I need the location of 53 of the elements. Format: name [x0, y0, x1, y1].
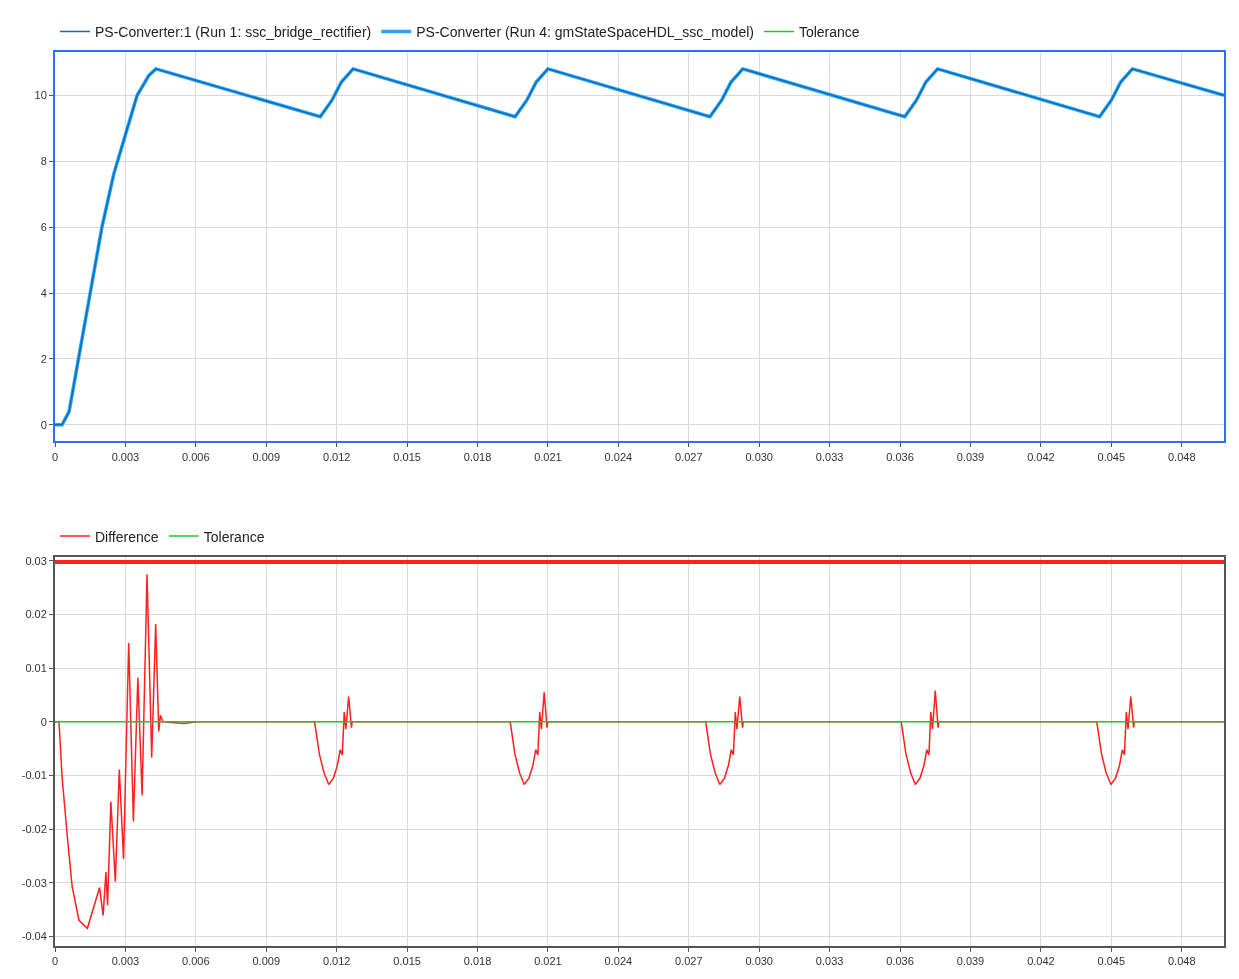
x-tick-label: 0.006 — [182, 955, 210, 968]
y-tick-label: 0.01 — [25, 661, 47, 674]
x-tick-label: 0.030 — [745, 450, 773, 463]
x-tick-label: 0.048 — [1167, 955, 1196, 968]
x-tick-label: 0.003 — [111, 955, 140, 968]
x-tick-label: 0 — [51, 955, 59, 968]
x-tick-label: 0.036 — [886, 450, 914, 463]
x-tick-label: 0.018 — [463, 450, 492, 463]
x-tick-label: 0.042 — [1027, 955, 1055, 968]
x-tick-label: 0.045 — [1097, 955, 1126, 968]
x-tick-label: 0.039 — [956, 450, 985, 463]
x-tick-label: 0.009 — [252, 955, 281, 968]
x-tick-label: 0.039 — [956, 955, 985, 968]
x-tick-label: 0.015 — [393, 955, 421, 968]
legend-label: PS-Converter (Run 4: gmStateSpaceHDL_ssc_model) — [416, 23, 754, 40]
x-tick-label: 0.012 — [322, 450, 351, 463]
legend-label: PS-Converter:1 (Run 1: ssc_bridge_rectifier) — [95, 23, 372, 40]
x-tick-label: 0.009 — [252, 450, 281, 463]
x-tick-label: 0.018 — [463, 955, 492, 968]
legend-label: Tolerance — [203, 528, 265, 545]
x-tick-label: 0.024 — [604, 450, 633, 463]
x-tick-label: 0.036 — [886, 955, 914, 968]
x-tick-label: 0.042 — [1027, 450, 1055, 463]
y-tick-label: 6 — [40, 220, 47, 233]
y-tick-label: -0.04 — [21, 930, 47, 943]
x-tick-label: 0.048 — [1167, 450, 1196, 463]
y-tick-label: 8 — [40, 155, 47, 168]
x-tick-label: 0 — [51, 450, 59, 463]
x-tick-label: 0.027 — [675, 450, 703, 463]
legend-label: Tolerance — [798, 23, 860, 40]
legend-label: Difference — [95, 528, 159, 545]
x-tick-label: 0.012 — [322, 955, 351, 968]
x-tick-label: 0.015 — [393, 450, 421, 463]
x-tick-label: 0.003 — [111, 450, 140, 463]
y-tick-label: 10 — [34, 89, 47, 102]
y-tick-label: -0.02 — [21, 822, 47, 835]
x-tick-label: 0.021 — [534, 955, 562, 968]
x-tick-label: 0.027 — [675, 955, 703, 968]
x-tick-label: 0.021 — [534, 450, 562, 463]
x-tick-label: 0.030 — [745, 955, 773, 968]
y-tick-label: -0.03 — [21, 876, 47, 889]
x-tick-label: 0.045 — [1097, 450, 1126, 463]
y-tick-label: 4 — [40, 286, 47, 299]
y-tick-label: 2 — [40, 352, 47, 365]
y-tick-label: 0.02 — [25, 608, 47, 621]
y-tick-label: 0.03 — [25, 554, 47, 567]
y-tick-label: 0 — [40, 715, 47, 728]
x-tick-label: 0.033 — [815, 955, 844, 968]
x-tick-label: 0.006 — [182, 450, 210, 463]
x-tick-label: 0.024 — [604, 955, 633, 968]
x-tick-label: 0.033 — [815, 450, 844, 463]
y-tick-label: 0 — [40, 418, 47, 431]
y-tick-label: -0.01 — [21, 769, 47, 782]
